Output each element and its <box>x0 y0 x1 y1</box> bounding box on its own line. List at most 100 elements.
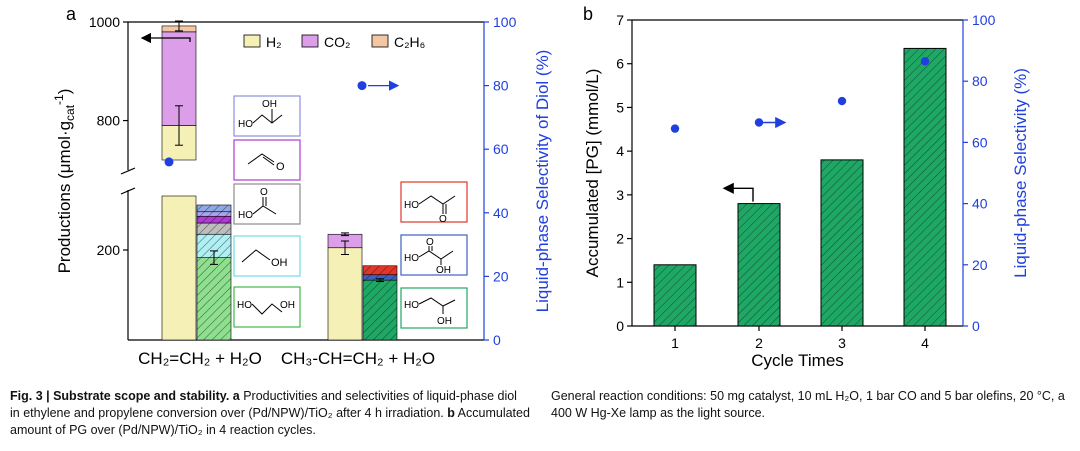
y-tick-label: 0 <box>616 318 624 334</box>
bar-hatch <box>738 203 780 326</box>
y-axis-title-sub: cat <box>63 104 77 121</box>
selectivity-point <box>920 57 930 66</box>
caption-left-b-text: Accumulated amount of PG over (Pd/NPW)/T… <box>10 406 530 437</box>
y2-tick-label: 20 <box>972 257 988 273</box>
y2-tick-label: 20 <box>493 268 509 284</box>
atom-oh: OH <box>436 265 451 276</box>
y-axis-title-main: Productions (μmol·g <box>55 121 74 273</box>
x-tick-label: 1 <box>671 335 679 351</box>
propylene-glycol-box: HO OH <box>400 287 468 329</box>
selectivity-point <box>164 157 174 167</box>
y-tick-label: 4 <box>616 143 624 159</box>
x-tick-label: 2 <box>755 335 763 351</box>
selectivity-point <box>837 96 847 106</box>
axis-break-gap <box>161 161 197 195</box>
lactic-acid-box: HO O OH <box>400 234 468 276</box>
x-tick-label: 4 <box>921 335 929 351</box>
axis-break-mark-1 <box>120 167 136 175</box>
left-axis-arrow <box>140 32 191 44</box>
legend-swatch <box>301 34 319 48</box>
molecule-bond <box>241 249 271 263</box>
ethanol-hemiacetal-box: HO OH <box>233 95 301 137</box>
y-tick-label: 7 <box>616 12 624 28</box>
ethylene-glycol-box: HO OH <box>233 286 301 328</box>
liquid-bar-hatch <box>363 274 397 281</box>
hydroxyacetone-box: HO O <box>400 181 468 225</box>
molecule-box-frame <box>233 183 301 225</box>
caption-left-b-label: b <box>447 406 455 420</box>
gas-bar-segment-H2 <box>161 195 197 341</box>
atom-ho: HO <box>404 200 419 211</box>
atom-oh: OH <box>262 99 277 110</box>
molecule-bond <box>247 153 275 165</box>
y-tick-label: 200 <box>97 242 121 258</box>
molecule-box-frame <box>233 286 301 328</box>
y2-tick-label: 0 <box>972 318 980 334</box>
molecule-box-frame <box>400 287 468 329</box>
y-tick-label: 6 <box>616 56 624 72</box>
y2-tick-label: 40 <box>972 196 988 212</box>
ethanol-box: OH <box>233 235 301 277</box>
atom-oh: OH <box>437 316 452 327</box>
molecule-bond <box>418 250 454 260</box>
y2-tick-label: 80 <box>493 78 509 94</box>
y2-tick-label: 80 <box>972 73 988 89</box>
panel-label-a: a <box>66 4 77 24</box>
atom-o: O <box>276 161 285 173</box>
acetic-acid-box: HO O <box>233 183 301 225</box>
liquid-bar-hatch <box>197 223 231 235</box>
y-axis-title-close: ) <box>55 89 74 95</box>
atom-ho: HO <box>237 300 252 311</box>
liquid-bar-hatch <box>363 265 397 275</box>
axis-break-mark-2 <box>120 187 136 195</box>
y2-tick-label: 60 <box>493 141 509 157</box>
molecule-bond <box>418 297 456 307</box>
caption-left-prefix: Fig. 3 | Substrate scope and stability. … <box>10 389 240 403</box>
molecule-bond <box>418 195 456 205</box>
y2-tick-label: 60 <box>972 134 988 150</box>
legend-swatch <box>371 34 389 48</box>
liquid-bar-hatch <box>197 216 231 223</box>
molecule-box-frame <box>233 95 301 137</box>
x-category-label: CH₃-CH=CH₂ + H₂O <box>281 349 435 368</box>
liquid-bar-hatch <box>197 205 231 212</box>
liquid-bar-hatch <box>197 257 231 340</box>
bar-hatch <box>904 48 946 327</box>
left-axis-arrow <box>722 182 754 202</box>
y-tick-label: 3 <box>616 187 624 203</box>
y-axis-title: Accumulated [PG] (mmol/L) <box>583 69 602 278</box>
selectivity-point <box>357 81 367 91</box>
legend-label: C₂H₆ <box>394 34 425 50</box>
y2-tick-label: 0 <box>493 332 501 348</box>
liquid-bar-hatch <box>363 280 397 340</box>
legend-label: H₂ <box>266 34 282 50</box>
legend-label: CO₂ <box>324 34 350 50</box>
atom-oh: OH <box>271 257 288 269</box>
molecule-double-bond <box>262 156 275 166</box>
caption-left: Fig. 3 | Substrate scope and stability. … <box>10 388 530 439</box>
atom-ho: HO <box>238 210 253 221</box>
atom-ho: HO <box>404 300 419 311</box>
selectivity-point <box>670 124 680 133</box>
y-axis-title-sup: -1 <box>52 94 66 105</box>
gas-bar-segment-H2 <box>327 247 363 341</box>
molecule-box-frame <box>400 234 468 276</box>
atom-ho: HO <box>404 253 419 264</box>
y2-axis-title: Liquid-phase Selectivity of Diol (%) <box>533 50 552 313</box>
y2-tick-label: 40 <box>493 205 509 221</box>
caption-left-text: Productivities and selectivities of liqu… <box>10 389 517 420</box>
panel-b: b 0 1 2 3 4 5 6 7 0 20 40 60 80 100 1 2 3 4 Cycle Times Accu… <box>583 4 1030 370</box>
y2-axis-title: Liquid-phase Selectivity (%) <box>1011 68 1030 278</box>
x-axis-title: Cycle Times <box>751 351 844 370</box>
acetaldehyde-box: O <box>233 139 301 181</box>
y-tick-label: 1000 <box>89 14 120 30</box>
liquid-bar-hatch <box>197 211 231 217</box>
atom-ho: HO <box>238 119 253 130</box>
bar-hatch <box>654 264 696 326</box>
y-tick-label: 2 <box>616 231 624 247</box>
molecule-bond <box>252 114 283 124</box>
y-tick-label: 5 <box>616 99 624 115</box>
y-axis-title: Productions (μmol·gcat-1) <box>52 89 77 274</box>
y-tick-label: 1 <box>616 274 624 290</box>
